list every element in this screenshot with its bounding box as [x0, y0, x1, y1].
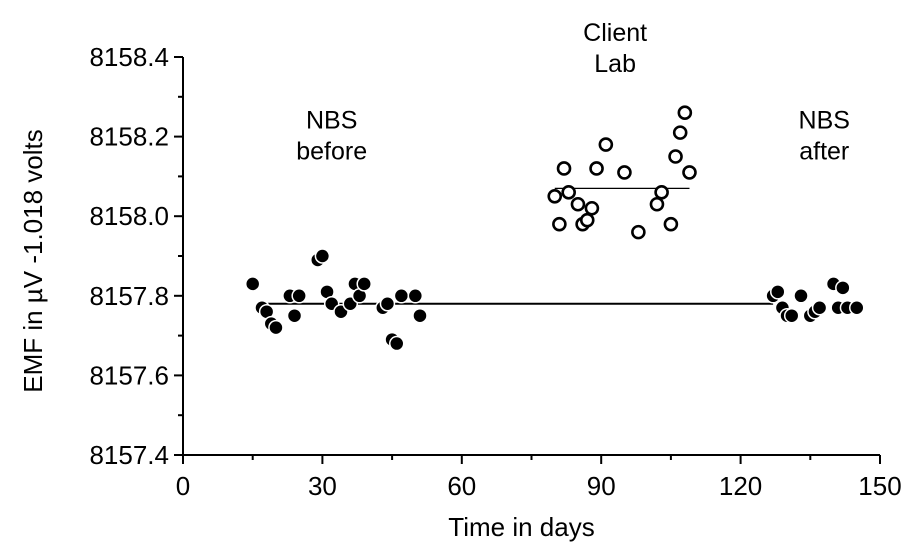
filled-data-point — [356, 276, 372, 292]
annotations: NBS before Client Lab NBS after — [296, 19, 850, 166]
x-tick-label: 90 — [587, 471, 616, 501]
open-data-point — [556, 161, 572, 176]
filled-data-point — [793, 288, 809, 304]
open-data-point — [677, 105, 693, 121]
open-data-point — [589, 161, 604, 176]
open-data-point — [654, 185, 669, 200]
y-tick-label: 8158.0 — [89, 201, 169, 231]
filled-data-point — [268, 319, 284, 336]
open-data-point — [668, 149, 683, 164]
open-data-point — [598, 137, 614, 152]
filled-data-point — [388, 335, 405, 352]
open-data-point — [631, 224, 646, 240]
annotation-line: Lab — [594, 50, 636, 78]
filled-data-point — [811, 299, 828, 316]
x-tick-label: 60 — [447, 471, 476, 501]
y-tick-label: 8157.4 — [89, 440, 169, 470]
filled-data-point — [314, 248, 331, 264]
filled-data-point — [244, 276, 261, 292]
x-tick-label: 30 — [308, 471, 337, 501]
open-data-point — [552, 216, 567, 232]
y-tick-label: 8158.4 — [89, 42, 169, 72]
axes: 8157.4 8157.6 8157.8 8158.0 8158.2 8158.4 0 30 6… — [89, 42, 901, 501]
annotation: NBS before — [296, 107, 367, 166]
annotation-line: after — [799, 138, 849, 166]
x-tick-label: 0 — [176, 471, 190, 501]
filled-data-point — [393, 288, 410, 304]
y-tick-label: 8158.2 — [89, 122, 169, 152]
y-axis-title: EMF in µV -1.018 volts — [18, 129, 48, 393]
filled-data-point — [286, 307, 303, 324]
data-points — [244, 105, 865, 352]
open-data-point — [561, 185, 576, 200]
filled-data-point — [379, 296, 396, 312]
filled-data-point — [783, 307, 800, 324]
annotation-line: Client — [583, 19, 647, 47]
filled-data-point — [407, 288, 424, 304]
y-tick-label: 8157.6 — [89, 360, 169, 390]
open-data-point — [570, 196, 586, 212]
x-tick-label: 120 — [719, 471, 762, 501]
annotation-line: NBS — [306, 107, 357, 135]
open-data-point — [663, 216, 679, 232]
filled-data-point — [412, 307, 428, 324]
filled-data-point — [291, 288, 307, 304]
annotation-line: before — [296, 138, 367, 166]
filled-data-point — [835, 280, 851, 296]
annotation: Client Lab — [583, 19, 647, 78]
open-data-point — [672, 125, 688, 140]
annotation-line: NBS — [799, 107, 850, 135]
open-data-point — [617, 165, 632, 180]
open-data-point — [682, 165, 697, 180]
open-data-point — [547, 189, 563, 204]
reference-lines — [257, 187, 774, 305]
open-data-point — [579, 212, 595, 228]
open-data-point — [649, 196, 665, 212]
filled-data-point — [849, 299, 865, 316]
x-axis-title: Time in days — [448, 512, 594, 542]
y-tick-label: 8157.8 — [89, 281, 169, 311]
open-data-point — [584, 200, 600, 216]
annotation: NBS after — [799, 107, 850, 166]
filled-data-point — [770, 284, 786, 300]
x-tick-label: 150 — [858, 471, 901, 501]
